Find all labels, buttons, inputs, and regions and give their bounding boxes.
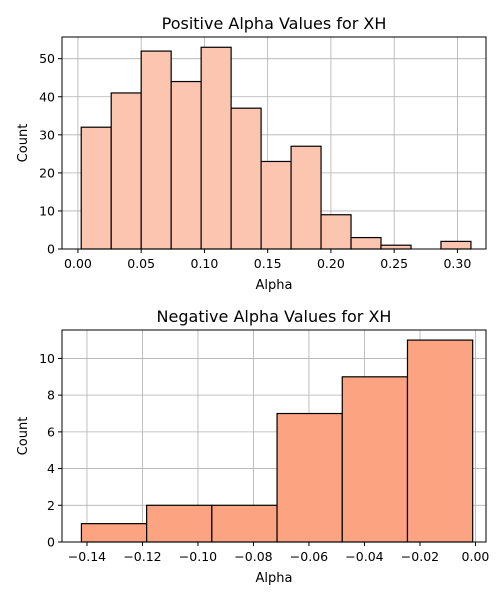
x-tick-label: 0.15 <box>254 256 282 271</box>
y-tick-label: 10 <box>39 203 55 218</box>
histogram-bar <box>406 339 474 543</box>
histogram-bar <box>380 244 412 250</box>
positive-alpha-histogram: Positive Alpha Values for XH Alpha Count… <box>16 14 487 293</box>
histogram-bar <box>200 46 232 250</box>
x-tick-label: 0.20 <box>317 256 345 271</box>
y-tick-label: 20 <box>39 165 55 180</box>
x-tick-label: 0.10 <box>191 256 219 271</box>
ticks: 0.00 0.05 0.10 0.15 0.20 0.25 0.30 0 10 20 30 40 50 <box>39 51 471 271</box>
ticks: −0.14 −0.12 −0.10 −0.08 −0.06 −0.04 −0.02 0.00 0… <box>39 351 489 564</box>
y-tick-label: 10 <box>39 351 55 366</box>
y-tick-label: 0 <box>47 535 55 550</box>
chart-title: Negative Alpha Values for XH <box>157 307 392 326</box>
x-tick-label: −0.04 <box>345 549 383 564</box>
histogram-bar <box>440 240 472 250</box>
histogram-bar <box>290 145 322 250</box>
histogram-bar <box>341 376 409 543</box>
plot-frame <box>61 36 487 250</box>
histogram-bar <box>140 50 172 250</box>
y-tick-label: 0 <box>47 242 55 257</box>
y-tick-label: 8 <box>47 388 55 403</box>
x-tick-label: −0.12 <box>123 549 161 564</box>
x-tick-label: 0.25 <box>380 256 408 271</box>
histogram-bar <box>230 107 262 250</box>
x-tick-label: −0.14 <box>68 549 106 564</box>
histogram-bar <box>80 126 112 250</box>
histogram-bar <box>146 504 213 543</box>
x-tick-label: −0.08 <box>234 549 272 564</box>
x-tick-label: 0.05 <box>127 256 155 271</box>
y-tick-label: 30 <box>39 127 55 142</box>
x-tick-label: 0.00 <box>462 549 490 564</box>
y-tick-label: 40 <box>39 89 55 104</box>
histogram-bar <box>320 214 352 250</box>
histogram-bar <box>110 92 142 250</box>
histogram-bar <box>276 412 343 543</box>
histogram-bar <box>170 80 202 250</box>
y-axis-label: Count <box>16 124 31 163</box>
y-tick-label: 2 <box>47 498 55 513</box>
y-axis-label: Count <box>16 417 31 456</box>
bars <box>80 46 472 250</box>
x-axis-label: Alpha <box>256 278 293 293</box>
y-tick-label: 4 <box>47 461 55 476</box>
y-tick-label: 50 <box>39 51 55 66</box>
x-axis-label: Alpha <box>256 571 293 586</box>
x-tick-label: −0.06 <box>290 549 328 564</box>
histogram-bar <box>80 523 148 543</box>
x-tick-label: 0.30 <box>443 256 471 271</box>
histogram-bar <box>350 236 382 250</box>
y-tick-label: 6 <box>47 424 55 439</box>
x-tick-label: −0.10 <box>179 549 217 564</box>
negative-alpha-histogram: Negative Alpha Values for XH Alpha Count… <box>16 307 489 586</box>
histogram-bar <box>260 160 292 250</box>
plot-frame <box>61 329 487 543</box>
x-tick-label: −0.02 <box>401 549 439 564</box>
bars <box>80 339 474 543</box>
x-tick-label: 0.00 <box>64 256 92 271</box>
histogram-bar <box>211 504 278 543</box>
chart-title: Positive Alpha Values for XH <box>162 14 387 33</box>
